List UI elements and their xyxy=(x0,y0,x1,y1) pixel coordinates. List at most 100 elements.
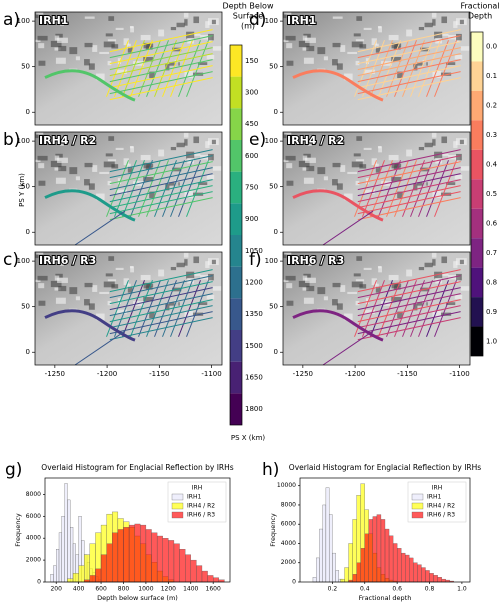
terrain xyxy=(298,40,310,48)
terrain xyxy=(192,192,204,196)
terrain xyxy=(208,33,214,41)
terrain xyxy=(35,159,41,163)
terrain xyxy=(84,282,93,288)
track xyxy=(357,167,461,191)
y-tick-label: 50 xyxy=(269,63,278,71)
colorbar-swatch xyxy=(471,179,483,209)
track xyxy=(109,65,213,89)
track xyxy=(362,160,385,217)
terrain xyxy=(115,27,124,30)
track xyxy=(357,155,461,179)
terrain xyxy=(307,139,312,146)
terrain xyxy=(438,33,449,36)
map-background xyxy=(283,12,470,125)
terrain xyxy=(208,273,214,281)
terrain xyxy=(105,273,113,277)
colorbar-swatch xyxy=(230,140,242,172)
legend-swatch xyxy=(171,493,184,501)
y-tick-label: 100 xyxy=(265,137,278,145)
terrain xyxy=(123,158,129,166)
terrain xyxy=(298,160,310,168)
histogram-bar xyxy=(190,559,197,583)
track xyxy=(357,179,461,203)
histogram-bar xyxy=(56,549,60,583)
colorbar-swatch xyxy=(230,298,242,330)
track xyxy=(394,280,417,337)
y-tick-label: 100 xyxy=(17,257,30,265)
terrain xyxy=(57,37,68,43)
terrain xyxy=(397,191,403,199)
terrain xyxy=(303,177,314,184)
terrain xyxy=(460,166,470,171)
terrain xyxy=(432,259,436,266)
colorbar-label: 1500 xyxy=(245,342,263,350)
x-tick-label: 600 xyxy=(95,586,107,593)
terrain xyxy=(305,277,316,283)
legend-label: IRH6 / R3 xyxy=(187,512,215,519)
terrain xyxy=(432,190,442,198)
terrain xyxy=(111,284,119,289)
terrain xyxy=(96,313,105,321)
terrain xyxy=(375,286,381,293)
histogram-bar xyxy=(72,573,79,583)
terrain xyxy=(176,22,185,28)
track xyxy=(109,299,213,323)
terrain xyxy=(347,51,358,55)
track xyxy=(357,47,461,71)
terrain xyxy=(35,279,41,283)
colorbar-label: 1800 xyxy=(245,405,263,413)
terrain xyxy=(340,45,346,52)
y-tick-label: 100 xyxy=(17,17,30,25)
terrain xyxy=(364,189,376,194)
terrain xyxy=(69,287,78,295)
terrain xyxy=(170,146,177,151)
terrain xyxy=(37,35,48,41)
histogram-bar xyxy=(433,575,438,583)
terrain xyxy=(413,184,418,191)
terrain xyxy=(363,27,372,30)
terrain xyxy=(84,42,93,48)
terrain xyxy=(111,164,119,169)
histogram-bar xyxy=(421,567,426,583)
legend-swatch xyxy=(171,502,184,510)
colorbar-swatch xyxy=(230,266,242,299)
colorbar-label: 300 xyxy=(245,89,258,97)
histogram-bar xyxy=(162,538,169,583)
legend-label: IRH6 / R3 xyxy=(427,512,455,519)
colorbar-label: 0.1 xyxy=(486,72,497,80)
track xyxy=(44,69,136,102)
terrain xyxy=(140,274,151,281)
track xyxy=(426,280,449,337)
histogram-bar xyxy=(335,570,340,583)
y-tick-label: 2000 xyxy=(281,559,296,566)
terrain xyxy=(440,72,452,76)
y-tick-label: 0 xyxy=(26,228,30,236)
track xyxy=(109,311,213,335)
terrain xyxy=(127,166,133,173)
track xyxy=(178,40,201,97)
terrain xyxy=(391,297,402,302)
terrain xyxy=(305,157,316,163)
histogram-bar xyxy=(128,524,135,583)
x-tick-label: 800 xyxy=(118,586,130,593)
terrain xyxy=(116,309,128,314)
track xyxy=(74,210,126,245)
terrain xyxy=(193,16,200,24)
histogram-bar xyxy=(429,573,434,583)
track xyxy=(109,59,213,83)
legend-title: IRH xyxy=(432,485,442,492)
terrain xyxy=(363,147,372,150)
chart-letter: h) xyxy=(262,460,279,480)
terrain xyxy=(193,136,200,144)
track xyxy=(394,160,417,217)
terrain xyxy=(340,285,346,292)
terrain xyxy=(431,252,437,258)
track xyxy=(418,40,441,97)
track xyxy=(292,69,384,102)
histogram-bar xyxy=(413,562,418,583)
terrain xyxy=(307,19,312,26)
colorbar-label: 0.4 xyxy=(486,161,498,169)
histogram-bar xyxy=(173,543,180,583)
histogram-bar xyxy=(356,562,361,583)
